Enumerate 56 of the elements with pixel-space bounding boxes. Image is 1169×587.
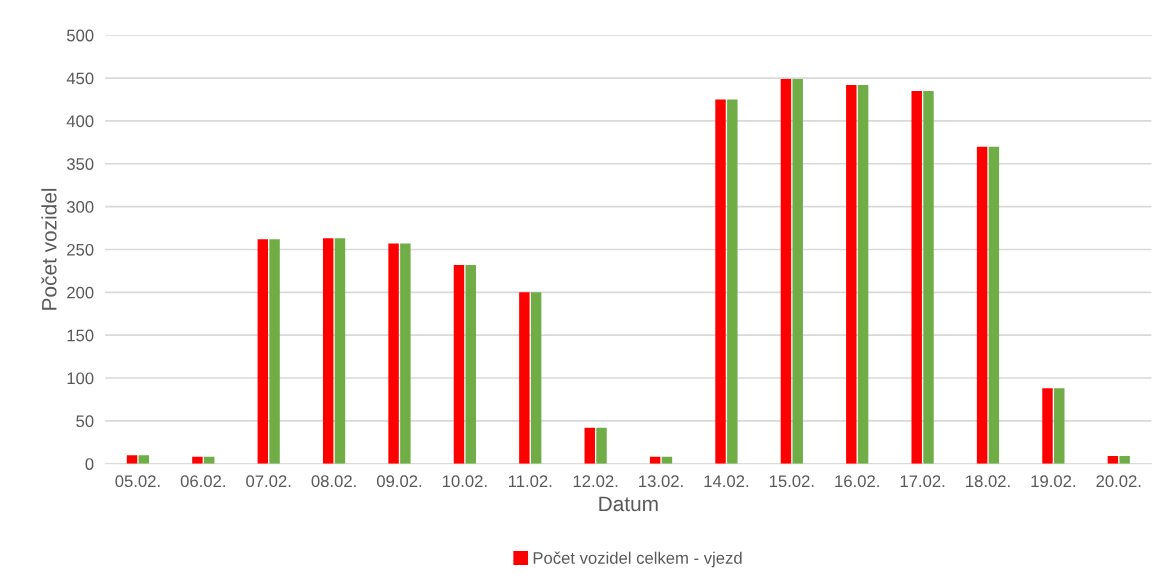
x-tick-label: 20.02.: [1096, 475, 1141, 488]
bar: [780, 78, 792, 464]
x-tick-label: 10.02.: [442, 475, 487, 488]
bar: [530, 292, 542, 464]
x-tick-label: 12.02.: [573, 475, 618, 488]
x-tick-label: 16.02.: [835, 475, 879, 488]
y-tick-label: 300: [66, 201, 94, 213]
bar: [1054, 388, 1065, 464]
bar: [584, 427, 595, 464]
x-tick-label: 17.02.: [900, 475, 945, 488]
bar: [269, 239, 280, 464]
bar: [715, 99, 726, 464]
bar: [334, 238, 346, 464]
y-tick-label: 0: [85, 458, 94, 470]
bar: [400, 243, 411, 464]
x-tick-label: 08.02.: [311, 475, 356, 488]
y-tick-label: 450: [66, 72, 94, 85]
legend-label: Počet vozidel celkem - vjezd: [533, 551, 742, 568]
x-tick-label: 11.02.: [508, 475, 552, 488]
bar: [519, 292, 530, 464]
bar: [976, 146, 988, 464]
y-tick-label: 150: [67, 329, 94, 342]
x-tick-label: 14.02.: [704, 475, 749, 488]
bar: [596, 427, 607, 464]
bar: [846, 84, 857, 464]
x-tick-label: 18.02.: [966, 475, 1010, 488]
y-tick-label: 400: [66, 115, 94, 128]
x-tick-label: 09.02.: [376, 475, 422, 488]
bar: [453, 264, 465, 464]
bar: [988, 146, 1000, 464]
y-tick-label: 50: [76, 415, 94, 428]
bar: [1042, 388, 1053, 464]
bar: [465, 264, 476, 464]
bar: [388, 243, 399, 464]
y-axis-title: Počet vozidel: [41, 188, 57, 310]
bar: [923, 90, 934, 464]
x-tick-label: 05.02.: [115, 475, 160, 488]
bar: [857, 84, 869, 464]
bar: [192, 456, 203, 464]
bar: [792, 78, 803, 464]
bar: [911, 90, 922, 464]
y-tick-label: 200: [67, 286, 94, 299]
y-tick-label: 500: [66, 29, 94, 42]
x-tick-label: 13.02.: [639, 475, 683, 488]
x-tick-label: 07.02.: [246, 475, 291, 488]
bar: [322, 238, 334, 464]
x-tick-label: 19.02.: [1031, 475, 1076, 488]
x-axis-title: Datum: [599, 496, 658, 512]
bar: [727, 99, 738, 464]
y-tick-label: 100: [67, 372, 94, 385]
bar: [1119, 456, 1130, 464]
bar: [257, 239, 269, 464]
x-tick-label: 15.02.: [769, 475, 814, 488]
y-tick-label: 350: [66, 158, 94, 170]
x-tick-label: 06.02.: [180, 475, 225, 488]
y-tick-label: 250: [67, 243, 94, 256]
